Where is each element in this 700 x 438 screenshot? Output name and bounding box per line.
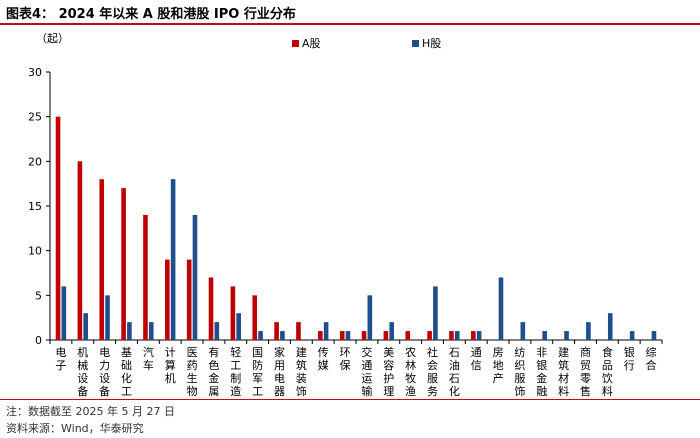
a-share-bar [143, 214, 148, 340]
x-tick-label: 家用电器 [274, 345, 285, 398]
x-tick-label: 轻工制造 [230, 345, 241, 398]
h-share-bar [148, 322, 154, 340]
x-tick-label: 交通运输 [361, 345, 372, 398]
x-tick-label: 国防军工 [252, 346, 263, 398]
legend-label-h-share: H股 [422, 37, 442, 50]
a-share-bar [405, 331, 411, 340]
h-share-bar [498, 277, 504, 340]
x-tick-label: 社会服务 [427, 345, 438, 398]
a-share-bar [471, 331, 476, 340]
h-share-bar [83, 313, 88, 340]
h-share-bar [192, 214, 198, 340]
h-share-bar [542, 331, 547, 340]
y-tick-label: 30 [28, 66, 42, 79]
footer-note: 注：数据截至 2025 年 5 月 27 日 [6, 405, 175, 418]
a-share-bar [99, 179, 105, 340]
y-tick-label: 0 [35, 334, 42, 347]
x-tick-label: 农林牧渔 [405, 345, 416, 398]
figure-title: 图表4： 2024 年以来 A 股和港股 IPO 行业分布 [6, 7, 296, 22]
h-share-bar [105, 295, 110, 340]
a-share-bar [55, 116, 61, 341]
legend-swatch-a-share [292, 39, 299, 47]
h-share-bar [629, 331, 635, 340]
x-tick-label: 建筑材料 [558, 345, 569, 398]
a-share-bar [230, 286, 236, 340]
a-share-bar [339, 331, 345, 340]
x-tick-label: 有色金属 [208, 345, 219, 398]
y-tick-label: 10 [28, 245, 42, 258]
a-share-bar [208, 277, 214, 340]
h-share-bar [214, 322, 220, 340]
x-tick-label: 食品饮料 [602, 345, 613, 398]
h-share-bar [389, 322, 394, 340]
y-tick-label: 25 [28, 111, 42, 124]
x-tick-label: 石油石化 [449, 346, 460, 398]
x-tick-label: 综合 [646, 345, 657, 372]
title-bar: 图表4： 2024 年以来 A 股和港股 IPO 行业分布 [0, 0, 700, 25]
h-share-bar [236, 313, 241, 340]
h-share-bar [127, 322, 132, 340]
x-tick-label: 机械设备 [77, 345, 88, 398]
a-share-bar [449, 331, 454, 340]
legend-item-a-share: A股 [292, 35, 321, 51]
h-share-bar [61, 286, 67, 340]
y-tick-label: 20 [28, 155, 42, 168]
x-tick-label: 纺织服饰 [514, 345, 525, 398]
a-share-bar [361, 331, 367, 340]
h-share-bar [170, 179, 176, 340]
legend-item-h-share: H股 [412, 35, 441, 51]
h-share-bar [454, 331, 460, 340]
x-tick-label: 电子 [55, 346, 66, 372]
footer-rule [0, 399, 700, 400]
h-share-bar [651, 331, 657, 340]
h-share-bar [367, 295, 373, 340]
x-tick-label: 基础化工 [121, 346, 132, 398]
h-share-bar [433, 286, 438, 340]
y-tick-label: 5 [35, 289, 42, 302]
footer-source: 资料来源：Wind，华泰研究 [6, 422, 144, 435]
a-share-bar [252, 295, 258, 340]
x-tick-label: 商贸零售 [580, 345, 591, 398]
x-tick-label: 电力设备 [99, 346, 110, 398]
x-tick-label: 非银金融 [536, 346, 547, 398]
a-share-bar [77, 161, 83, 340]
x-tick-label: 房地产 [493, 346, 504, 385]
title-rule [0, 23, 700, 25]
legend-label-a-share: A股 [302, 37, 321, 50]
a-share-bar [186, 259, 192, 340]
y-tick-label: 15 [28, 200, 42, 213]
a-share-bar [427, 331, 432, 340]
a-share-bar [165, 259, 170, 340]
a-share-bar [274, 322, 279, 340]
h-share-bar [586, 322, 591, 340]
y-unit-label: （起） [36, 32, 69, 45]
x-tick-label: 银行 [624, 345, 635, 372]
h-share-bar [476, 331, 482, 340]
a-share-bar [318, 331, 323, 340]
h-share-bar [323, 322, 329, 340]
x-tick-label: 通信 [471, 346, 482, 372]
h-share-bar [520, 322, 526, 340]
x-tick-label: 建筑装饰 [296, 345, 307, 398]
a-share-bar [296, 322, 301, 340]
a-share-bar [383, 331, 389, 340]
h-share-bar [345, 331, 351, 340]
bar-chart: 0 5 10 15 20 25 30 电子机械设备电力设备基础化工汽车计算机医药生物有色金属轻… [28, 66, 663, 398]
h-share-bar [258, 331, 263, 340]
h-share-bar [607, 313, 613, 340]
x-tick-label: 美容护理 [383, 346, 394, 398]
x-tick-label: 环保 [340, 346, 351, 372]
a-share-bar [121, 188, 126, 340]
x-tick-label: 医药生物 [187, 346, 198, 398]
legend-swatch-h-share [412, 39, 419, 47]
x-tick-label: 汽车 [143, 345, 154, 372]
h-share-bar [564, 331, 569, 340]
x-tick-label: 传媒 [318, 346, 329, 372]
h-share-bar [280, 331, 285, 340]
x-tick-label: 计算机 [165, 346, 176, 385]
